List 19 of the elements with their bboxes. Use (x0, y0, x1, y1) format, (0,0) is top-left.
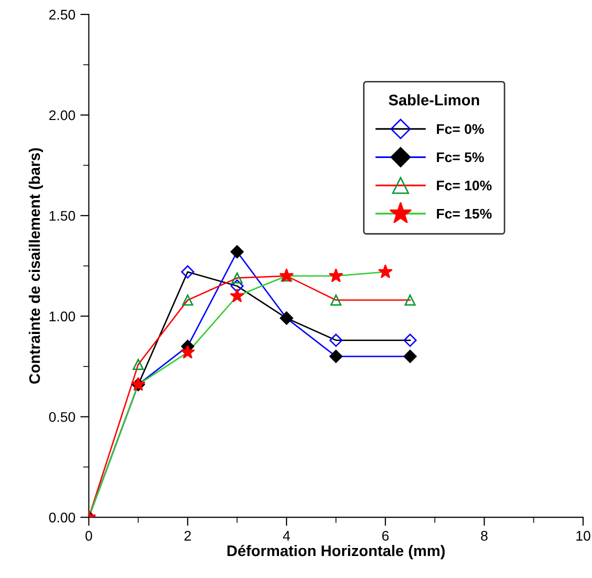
y-tick-label: 2.00 (49, 110, 76, 120)
y-tick-label: 1.00 (50, 312, 76, 322)
legend-label: Fc= 15% (436, 208, 492, 219)
x-tick-label: 2 (184, 530, 191, 541)
x-tick-label: 10 (576, 530, 590, 541)
x-tick-label: 8 (481, 530, 488, 541)
x-axis-title: Déformation Horizontale (mm) (227, 544, 445, 560)
y-tick-label: 0.00 (49, 512, 76, 522)
legend-title: Sable-Limon (388, 94, 480, 106)
legend-label: Fc= 0% (436, 124, 484, 134)
x-tick-label: 4 (282, 531, 290, 541)
y-tick-label: 2.50 (49, 10, 76, 20)
legend-label: Fc= 10% (436, 180, 492, 190)
y-axis-title: Contrainte de cisaillement (bars) (28, 148, 44, 384)
x-tick-label: 6 (382, 530, 389, 541)
y-tick-label: 1.50 (50, 210, 76, 221)
legend-label: Fc= 5% (436, 152, 484, 162)
x-tick-label: 0 (85, 530, 92, 541)
y-tick-label: 0.50 (49, 412, 76, 422)
